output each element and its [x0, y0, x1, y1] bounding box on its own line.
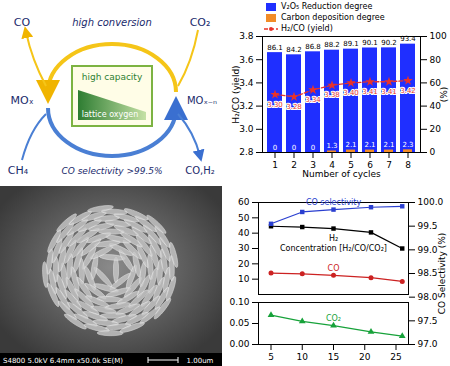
- svg-text:1.3: 1.3: [326, 142, 337, 150]
- svg-text:3.6: 3.6: [239, 55, 254, 65]
- svg-text:2.1: 2.1: [383, 141, 394, 149]
- svg-text:6: 6: [367, 159, 373, 170]
- svg-text:10: 10: [238, 274, 250, 284]
- svg-text:10: 10: [297, 352, 309, 362]
- svg-text:CO selectivity >99.5%: CO selectivity >99.5%: [61, 166, 162, 176]
- svg-text:80: 80: [430, 55, 442, 65]
- svg-text:3.28: 3.28: [286, 103, 302, 111]
- svg-text:0.00: 0.00: [229, 339, 249, 349]
- svg-text:60: 60: [238, 197, 250, 207]
- svg-text:3.30: 3.30: [267, 101, 283, 109]
- svg-text:high capacity: high capacity: [82, 72, 143, 82]
- svg-text:3.42: 3.42: [400, 87, 416, 95]
- svg-text:8: 8: [405, 160, 411, 170]
- svg-text:CO selectivity: CO selectivity: [306, 198, 362, 207]
- svg-text:S4800 5.0kV 6.4mm x50.0k SE(M): S4800 5.0kV 6.4mm x50.0k SE(M): [3, 357, 123, 365]
- svg-text:3.34: 3.34: [305, 96, 321, 104]
- svg-text:0: 0: [292, 144, 296, 152]
- svg-text:99.5: 99.5: [418, 221, 438, 231]
- svg-text:Concentration [H₂/CO/CO₂]: Concentration [H₂/CO/CO₂]: [280, 244, 387, 253]
- svg-text:3.0: 3.0: [239, 124, 254, 134]
- html-text:Carbon deposition degree: Carbon deposition degree: [281, 13, 385, 22]
- svg-text:Number of cycles: Number of cycles: [302, 169, 381, 179]
- svg-text:100: 100: [430, 31, 447, 41]
- svg-text:0: 0: [311, 144, 315, 152]
- svg-text:97.0: 97.0: [418, 339, 438, 349]
- svg-text:89.1: 89.1: [343, 40, 359, 48]
- svg-text:15: 15: [328, 352, 339, 362]
- svg-text:CO Selectivity (%): CO Selectivity (%): [437, 233, 447, 315]
- svg-text:5: 5: [268, 352, 274, 362]
- svg-text:0.05: 0.05: [229, 318, 249, 328]
- svg-text:3.41: 3.41: [381, 88, 397, 96]
- svg-text:98.5: 98.5: [418, 268, 438, 278]
- svg-text:3.8: 3.8: [239, 31, 254, 41]
- svg-text:50: 50: [238, 213, 250, 223]
- svg-text:3: 3: [310, 159, 316, 170]
- svg-text:30: 30: [238, 243, 250, 253]
- svg-text:CH₄: CH₄: [8, 164, 29, 177]
- svg-text:2.8: 2.8: [239, 147, 254, 157]
- svg-text:1: 1: [272, 160, 278, 170]
- html-text:V₂O₅ Reduction degree: V₂O₅ Reduction degree: [281, 2, 373, 11]
- svg-text:97.5: 97.5: [418, 316, 438, 326]
- svg-text:60: 60: [430, 78, 442, 88]
- svg-text:98.0: 98.0: [418, 292, 438, 302]
- svg-text:90.1: 90.1: [362, 39, 378, 47]
- svg-text:86.8: 86.8: [305, 43, 321, 51]
- html-text:H₂/CO (yield): H₂/CO (yield): [281, 24, 333, 33]
- svg-text:84.2: 84.2: [286, 46, 302, 54]
- svg-text:100.0: 100.0: [418, 197, 444, 207]
- svg-text:H₂: H₂: [329, 234, 338, 243]
- svg-text:4: 4: [329, 159, 335, 170]
- svg-text:20: 20: [359, 352, 371, 362]
- svg-text:H₂/CO (yield): H₂/CO (yield): [231, 65, 241, 123]
- svg-text:CO: CO: [328, 264, 340, 273]
- svg-text:3.41: 3.41: [362, 88, 378, 96]
- svg-text:88.2: 88.2: [324, 41, 340, 49]
- svg-text:CO₂: CO₂: [190, 16, 211, 29]
- svg-text:99.0: 99.0: [418, 245, 438, 255]
- svg-text:5: 5: [348, 159, 354, 170]
- svg-text:25: 25: [390, 352, 401, 362]
- svg-text:2.1: 2.1: [345, 141, 356, 149]
- svg-text:0: 0: [273, 144, 277, 152]
- svg-text:86.1: 86.1: [267, 44, 283, 52]
- svg-text:2.3: 2.3: [402, 141, 413, 149]
- svg-text:7: 7: [386, 160, 392, 170]
- svg-text:20: 20: [238, 259, 250, 269]
- svg-text:MOₓ: MOₓ: [10, 94, 33, 107]
- svg-text:3.4: 3.4: [239, 78, 254, 88]
- svg-text:20: 20: [430, 124, 442, 134]
- svg-text:2: 2: [291, 160, 297, 170]
- svg-text:0: 0: [430, 147, 436, 157]
- svg-text:CO₂: CO₂: [326, 314, 341, 323]
- svg-text:1.00um: 1.00um: [187, 357, 214, 365]
- svg-text:3.2: 3.2: [239, 101, 253, 111]
- svg-text:3.40: 3.40: [343, 89, 359, 97]
- svg-text:lattice oxygen: lattice oxygen: [82, 110, 139, 119]
- svg-text:93.4: 93.4: [400, 35, 416, 44]
- svg-text:CO,H₂: CO,H₂: [185, 165, 215, 176]
- svg-text:(%): (%): [439, 87, 449, 103]
- svg-text:40: 40: [429, 101, 441, 111]
- svg-text:0.10: 0.10: [229, 297, 249, 307]
- svg-text:40: 40: [238, 228, 250, 238]
- svg-text:2.1: 2.1: [364, 141, 375, 149]
- svg-text:high conversion: high conversion: [72, 17, 152, 28]
- svg-text:90.2: 90.2: [381, 39, 397, 47]
- svg-text:MOₓ₋ₙ: MOₓ₋ₙ: [187, 95, 217, 106]
- svg-text:CO: CO: [14, 16, 31, 29]
- svg-text:3.38: 3.38: [324, 91, 340, 99]
